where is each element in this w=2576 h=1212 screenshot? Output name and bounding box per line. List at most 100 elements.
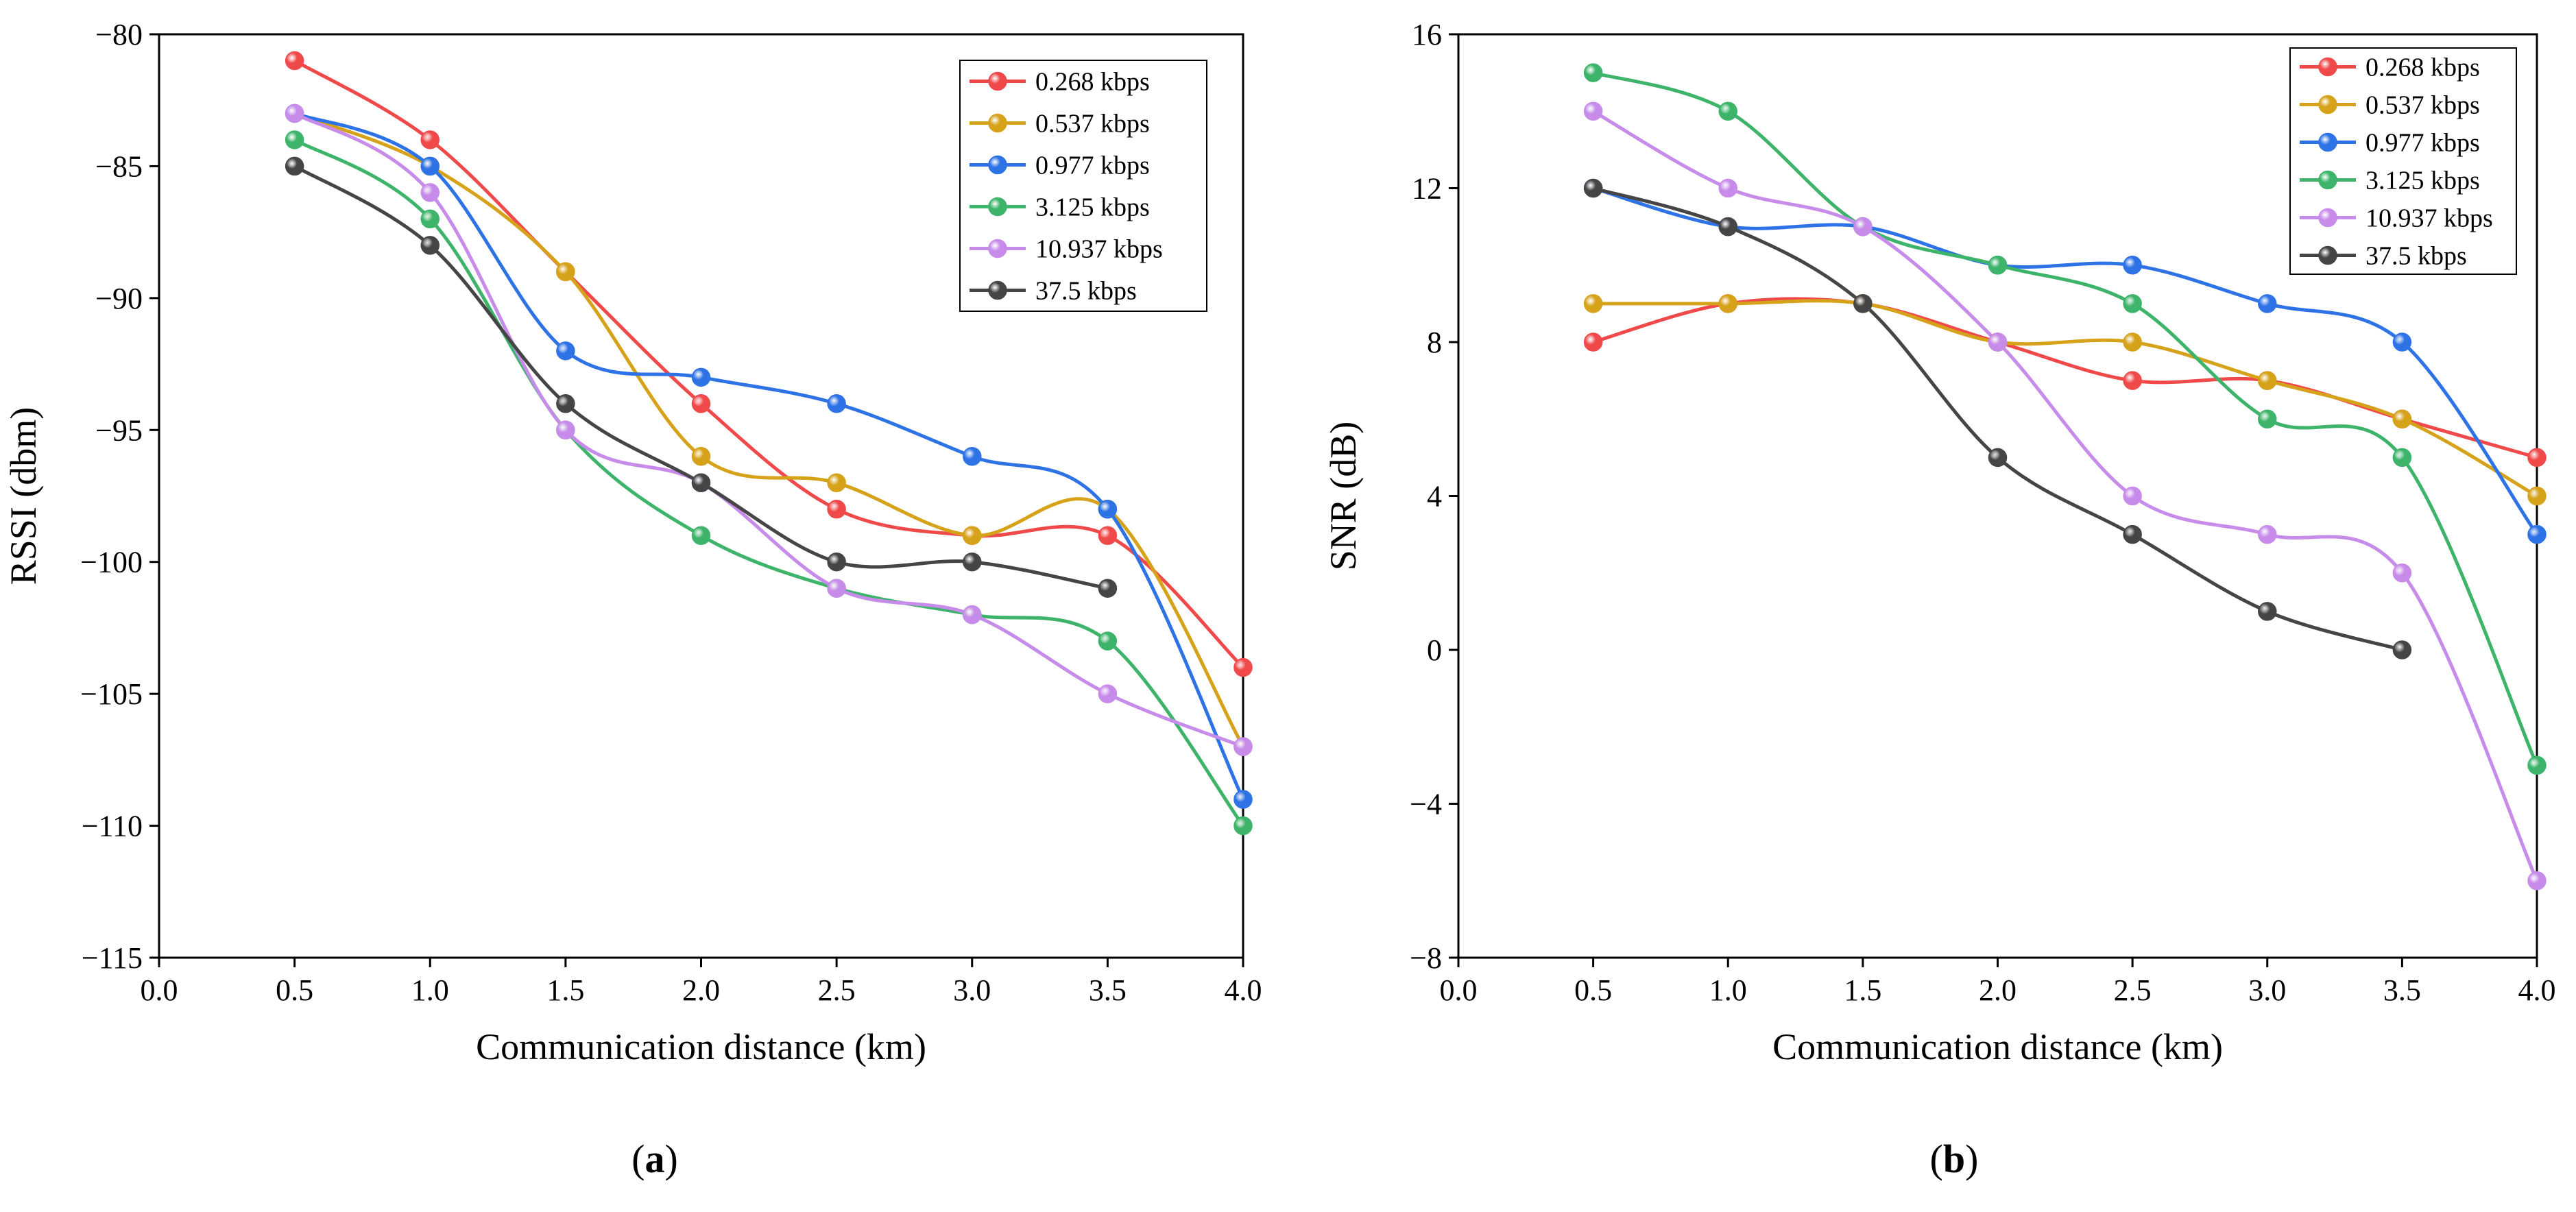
data-point-3-125-kbps	[2258, 409, 2277, 428]
legend-label-0-537-kbps: 0.537 kbps	[2366, 91, 2480, 120]
data-point-3-125-kbps	[1988, 256, 2008, 275]
data-point-10-937-kbps	[1718, 178, 1737, 198]
data-point-10-937-kbps	[1233, 737, 1253, 756]
data-point-0-268-kbps	[1583, 332, 1603, 352]
data-point-37-5-kbps	[2123, 524, 2142, 544]
x-tick-label: 1.5	[546, 973, 584, 1007]
data-point-10-937-kbps	[963, 605, 982, 625]
legend-marker-0-537-kbps	[988, 113, 1007, 133]
y-tick-label: −115	[82, 941, 143, 975]
data-point-0-537-kbps	[1718, 294, 1737, 313]
data-point-37-5-kbps	[1098, 579, 1118, 598]
data-point-0-268-kbps	[1098, 526, 1118, 545]
x-tick-label: 1.0	[411, 973, 449, 1007]
data-point-37-5-kbps	[1718, 217, 1737, 237]
legend-marker-37-5-kbps	[988, 280, 1007, 300]
x-tick-label: 2.0	[682, 973, 720, 1007]
y-tick-label: −8	[1410, 941, 1442, 975]
legend: 0.268 kbps 0.537 kbps 0.977 kbps 3.125 kbps…	[2289, 47, 2517, 275]
legend-marker-0-977-kbps	[2318, 132, 2337, 152]
series-line-0-977-kbps	[293, 112, 1245, 801]
data-point-3-125-kbps	[420, 209, 440, 229]
data-point-37-5-kbps	[2392, 640, 2412, 659]
x-tick-label: 1.5	[1844, 973, 1881, 1007]
data-point-10-937-kbps	[827, 579, 846, 598]
x-axis-title: Communication distance (km)	[1772, 1026, 2223, 1067]
data-point-0-977-kbps	[963, 447, 982, 466]
legend-box	[959, 60, 1207, 312]
legend-label-37-5-kbps: 37.5 kbps	[2366, 242, 2467, 271]
legend-marker-3-125-kbps	[2318, 170, 2337, 190]
series-line-0-537-kbps	[1593, 299, 2538, 498]
panel-caption: (a)	[631, 1137, 678, 1181]
data-point-0-537-kbps	[827, 473, 846, 493]
x-tick-label: 2.5	[818, 973, 856, 1007]
x-tick-label: 0.0	[141, 973, 178, 1007]
data-point-0-537-kbps	[2258, 371, 2277, 390]
panel-caption: (b)	[1930, 1137, 1979, 1181]
data-point-0-537-kbps	[691, 447, 711, 466]
data-point-0-977-kbps	[2527, 524, 2547, 544]
data-point-0-977-kbps	[420, 156, 440, 176]
data-point-3-125-kbps	[2123, 294, 2142, 313]
legend-label-0-268-kbps: 0.268 kbps	[2366, 53, 2480, 82]
data-point-3-125-kbps	[691, 526, 711, 545]
data-point-10-937-kbps	[2123, 486, 2142, 506]
x-tick-label: 0.5	[276, 973, 313, 1007]
data-point-37-5-kbps	[1988, 448, 2008, 468]
x-tick-label: 4.0	[1225, 973, 1262, 1007]
data-point-37-5-kbps	[827, 552, 846, 572]
legend-label-0-537-kbps: 0.537 kbps	[1035, 110, 1150, 138]
legend: 0.268 kbps 0.537 kbps 0.977 kbps 3.125 kbps…	[959, 60, 1207, 312]
data-point-10-937-kbps	[285, 104, 304, 123]
series-line-0-268-kbps	[1592, 297, 2538, 459]
x-tick-label: 0.5	[1574, 973, 1612, 1007]
legend-marker-0-977-kbps	[988, 155, 1007, 175]
data-point-0-977-kbps	[2392, 332, 2412, 352]
y-tick-label: −110	[82, 810, 143, 843]
data-point-0-268-kbps	[2527, 448, 2547, 468]
legend-label-3-125-kbps: 3.125 kbps	[2366, 167, 2480, 195]
data-point-0-268-kbps	[1233, 657, 1253, 677]
y-tick-label: 4	[1427, 480, 1442, 513]
data-point-10-937-kbps	[2527, 871, 2547, 890]
y-tick-label: −85	[95, 149, 143, 183]
x-tick-label: 3.5	[1089, 973, 1127, 1007]
y-axis-title: SNR (dB)	[1323, 422, 1364, 571]
data-point-3-125-kbps	[1718, 101, 1737, 121]
data-point-0-977-kbps	[827, 394, 846, 413]
data-point-10-937-kbps	[556, 420, 575, 440]
series-line-3-125-kbps	[1592, 71, 2539, 766]
data-point-0-537-kbps	[1583, 294, 1603, 313]
data-point-3-125-kbps	[1583, 63, 1603, 82]
data-point-3-125-kbps	[1098, 631, 1118, 651]
data-point-0-537-kbps	[556, 262, 575, 282]
y-tick-label: −90	[95, 282, 143, 315]
y-tick-label: −4	[1410, 788, 1442, 821]
legend-label-3-125-kbps: 3.125 kbps	[1035, 193, 1150, 222]
legend-label-10-937-kbps: 10.937 kbps	[2366, 204, 2493, 233]
data-point-0-537-kbps	[963, 526, 982, 545]
data-point-37-5-kbps	[691, 473, 711, 493]
data-point-0-268-kbps	[827, 499, 846, 519]
legend-label-37-5-kbps: 37.5 kbps	[1035, 277, 1137, 306]
legend-label-10-937-kbps: 10.937 kbps	[1035, 235, 1163, 264]
legend-box	[2289, 47, 2517, 275]
x-axis-title: Communication distance (km)	[476, 1026, 926, 1067]
data-point-0-977-kbps	[691, 367, 711, 387]
legend-marker-0-537-kbps	[2318, 95, 2337, 114]
x-tick-label: 4.0	[2518, 973, 2556, 1007]
data-point-10-937-kbps	[1853, 217, 1873, 237]
series-line-10-937-kbps	[1592, 110, 2539, 882]
y-tick-label: −95	[95, 413, 143, 447]
y-axis-title: RSSI (dbm)	[3, 407, 44, 585]
legend-marker-0-268-kbps	[988, 71, 1007, 91]
data-point-0-268-kbps	[285, 51, 304, 71]
data-point-3-125-kbps	[2392, 448, 2412, 468]
data-point-10-937-kbps	[420, 183, 440, 202]
data-point-37-5-kbps	[2258, 602, 2277, 621]
data-point-0-977-kbps	[1098, 499, 1118, 519]
x-tick-label: 3.5	[2383, 973, 2421, 1007]
x-tick-label: 2.5	[2114, 973, 2152, 1007]
data-point-37-5-kbps	[420, 236, 440, 255]
